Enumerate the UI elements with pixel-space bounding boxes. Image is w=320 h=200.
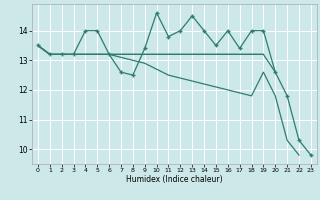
X-axis label: Humidex (Indice chaleur): Humidex (Indice chaleur) xyxy=(126,175,223,184)
